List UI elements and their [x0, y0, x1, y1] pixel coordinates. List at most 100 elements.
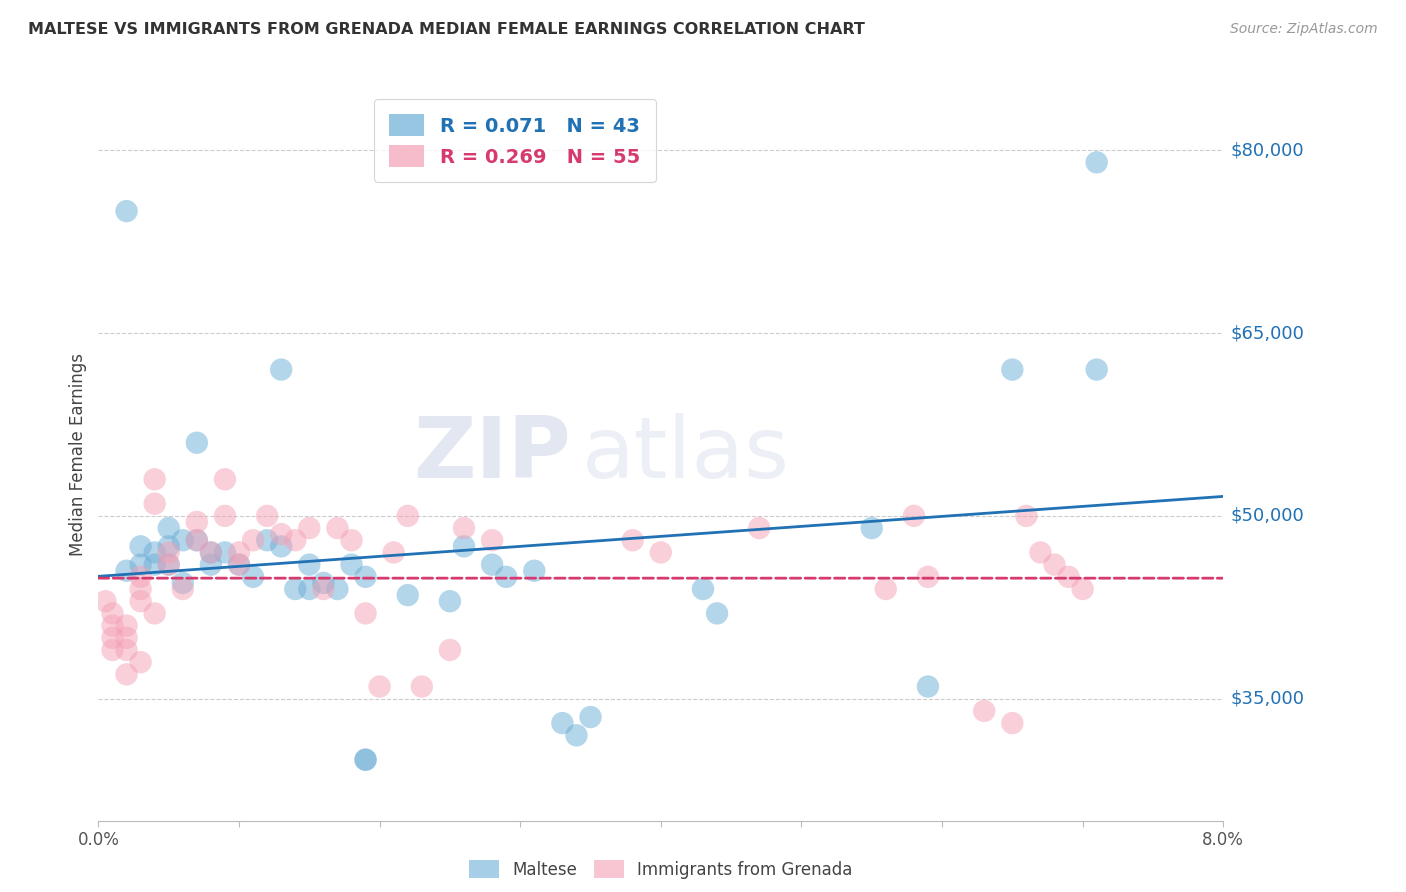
Point: [650, 545, 672, 559]
Text: $35,000: $35,000: [1230, 690, 1305, 707]
Point: [157, 521, 180, 535]
Point: [214, 508, 236, 523]
Point: [270, 362, 292, 376]
Point: [186, 533, 208, 548]
Point: [101, 643, 124, 657]
Point: [621, 533, 644, 548]
Point: [917, 570, 939, 584]
Point: [354, 753, 377, 767]
Point: [101, 618, 124, 632]
Point: [115, 631, 138, 645]
Point: [186, 435, 208, 450]
Point: [298, 582, 321, 596]
Point: [284, 533, 307, 548]
Point: [382, 545, 405, 559]
Text: $65,000: $65,000: [1230, 324, 1305, 342]
Point: [903, 508, 925, 523]
Point: [129, 558, 152, 572]
Text: $50,000: $50,000: [1230, 507, 1303, 524]
Point: [228, 558, 250, 572]
Point: [214, 472, 236, 486]
Point: [101, 631, 124, 645]
Point: [129, 655, 152, 669]
Point: [115, 564, 138, 578]
Point: [439, 643, 461, 657]
Point: [143, 607, 166, 621]
Point: [973, 704, 995, 718]
Point: [453, 521, 475, 535]
Point: [200, 545, 222, 559]
Point: [312, 582, 335, 596]
Point: [411, 680, 433, 694]
Point: [172, 582, 194, 596]
Point: [256, 508, 278, 523]
Point: [439, 594, 461, 608]
Text: MALTESE VS IMMIGRANTS FROM GRENADA MEDIAN FEMALE EARNINGS CORRELATION CHART: MALTESE VS IMMIGRANTS FROM GRENADA MEDIA…: [28, 22, 865, 37]
Point: [256, 533, 278, 548]
Point: [115, 618, 138, 632]
Point: [481, 533, 503, 548]
Legend: Maltese, Immigrants from Grenada: Maltese, Immigrants from Grenada: [463, 854, 859, 886]
Point: [157, 545, 180, 559]
Point: [917, 680, 939, 694]
Point: [748, 521, 770, 535]
Point: [354, 753, 377, 767]
Point: [157, 539, 180, 553]
Point: [101, 607, 124, 621]
Point: [312, 576, 335, 591]
Point: [172, 576, 194, 591]
Point: [551, 716, 574, 731]
Point: [270, 539, 292, 553]
Point: [1085, 155, 1108, 169]
Point: [143, 545, 166, 559]
Point: [242, 533, 264, 548]
Point: [1015, 508, 1038, 523]
Point: [242, 570, 264, 584]
Text: atlas: atlas: [582, 413, 790, 497]
Point: [692, 582, 714, 596]
Point: [481, 558, 503, 572]
Point: [453, 539, 475, 553]
Point: [157, 558, 180, 572]
Point: [340, 558, 363, 572]
Point: [706, 607, 728, 621]
Point: [1071, 582, 1094, 596]
Point: [1085, 362, 1108, 376]
Point: [326, 521, 349, 535]
Point: [129, 570, 152, 584]
Point: [129, 594, 152, 608]
Point: [115, 643, 138, 657]
Point: [129, 582, 152, 596]
Point: [326, 582, 349, 596]
Point: [368, 680, 391, 694]
Point: [1001, 362, 1024, 376]
Point: [200, 545, 222, 559]
Point: [565, 728, 588, 742]
Point: [340, 533, 363, 548]
Text: ZIP: ZIP: [413, 413, 571, 497]
Point: [94, 594, 117, 608]
Point: [298, 521, 321, 535]
Point: [186, 515, 208, 529]
Point: [200, 558, 222, 572]
Point: [270, 527, 292, 541]
Point: [284, 582, 307, 596]
Y-axis label: Median Female Earnings: Median Female Earnings: [69, 353, 87, 557]
Point: [172, 533, 194, 548]
Point: [579, 710, 602, 724]
Point: [115, 667, 138, 681]
Point: [129, 539, 152, 553]
Point: [228, 545, 250, 559]
Point: [396, 508, 419, 523]
Point: [354, 607, 377, 621]
Point: [1029, 545, 1052, 559]
Point: [860, 521, 883, 535]
Point: [298, 558, 321, 572]
Point: [186, 533, 208, 548]
Point: [228, 558, 250, 572]
Point: [495, 570, 517, 584]
Point: [523, 564, 546, 578]
Point: [157, 558, 180, 572]
Point: [1043, 558, 1066, 572]
Point: [143, 497, 166, 511]
